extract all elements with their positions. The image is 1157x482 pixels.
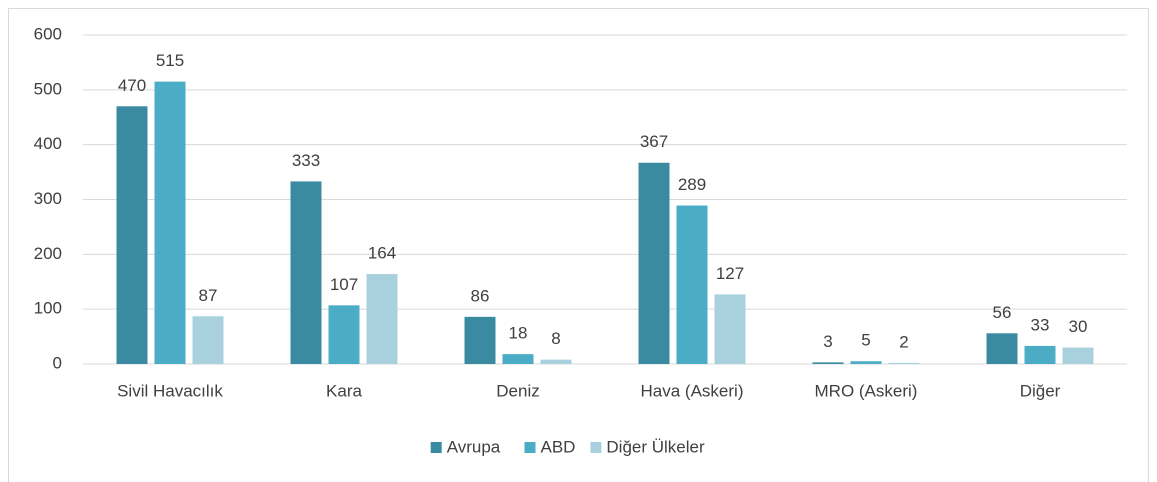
legend-swatch (524, 442, 536, 453)
data-label: 107 (330, 275, 358, 294)
bar (1024, 345, 1056, 364)
bar (676, 205, 708, 364)
x-tick-label: Hava (Askeri) (641, 381, 744, 400)
bar (714, 294, 746, 364)
legend-label: ABD (541, 437, 576, 456)
bar (192, 316, 224, 364)
data-label: 367 (640, 132, 668, 151)
x-tick-label: Diğer (1020, 381, 1061, 400)
y-tick-label: 100 (34, 299, 62, 318)
y-tick-label: 500 (34, 79, 62, 98)
bar (366, 274, 398, 364)
bar (464, 316, 496, 364)
legend-label: Diğer Ülkeler (606, 437, 705, 456)
bar (850, 361, 882, 364)
data-label: 127 (716, 264, 744, 283)
x-tick-label: MRO (Askeri) (815, 381, 918, 400)
legend-label: Avrupa (447, 437, 501, 456)
bar (502, 354, 534, 364)
x-tick-label: Kara (326, 381, 362, 400)
bar (986, 333, 1018, 364)
bar (116, 106, 148, 365)
legend-swatch (430, 442, 442, 453)
bar (812, 362, 844, 364)
data-label: 5 (861, 331, 870, 350)
bar (1062, 347, 1094, 364)
y-tick-label: 300 (34, 189, 62, 208)
y-tick-label: 600 (34, 24, 62, 43)
chart-frame (8, 8, 1149, 482)
bar (290, 181, 322, 364)
data-label: 2 (899, 332, 908, 351)
bar (328, 305, 360, 364)
data-label: 87 (199, 286, 218, 305)
data-label: 86 (471, 286, 490, 305)
x-tick-label: Deniz (496, 381, 539, 400)
data-label: 333 (292, 151, 320, 170)
x-tick-label: Sivil Havacılık (117, 381, 223, 400)
data-label: 470 (118, 76, 146, 95)
data-label: 164 (368, 244, 396, 263)
data-label: 30 (1069, 317, 1088, 336)
data-label: 56 (993, 303, 1012, 322)
data-label: 289 (678, 175, 706, 194)
y-tick-label: 200 (34, 244, 62, 263)
y-tick-label: 0 (53, 353, 62, 372)
data-label: 33 (1031, 315, 1050, 334)
data-label: 8 (551, 329, 560, 348)
legend-swatch (590, 442, 602, 453)
y-tick-label: 400 (34, 134, 62, 153)
data-label: 515 (156, 51, 184, 70)
bar (888, 362, 920, 364)
bar (154, 81, 186, 364)
data-label: 18 (509, 324, 528, 343)
bar (540, 359, 572, 364)
bar (638, 162, 670, 364)
data-label: 3 (823, 332, 832, 351)
